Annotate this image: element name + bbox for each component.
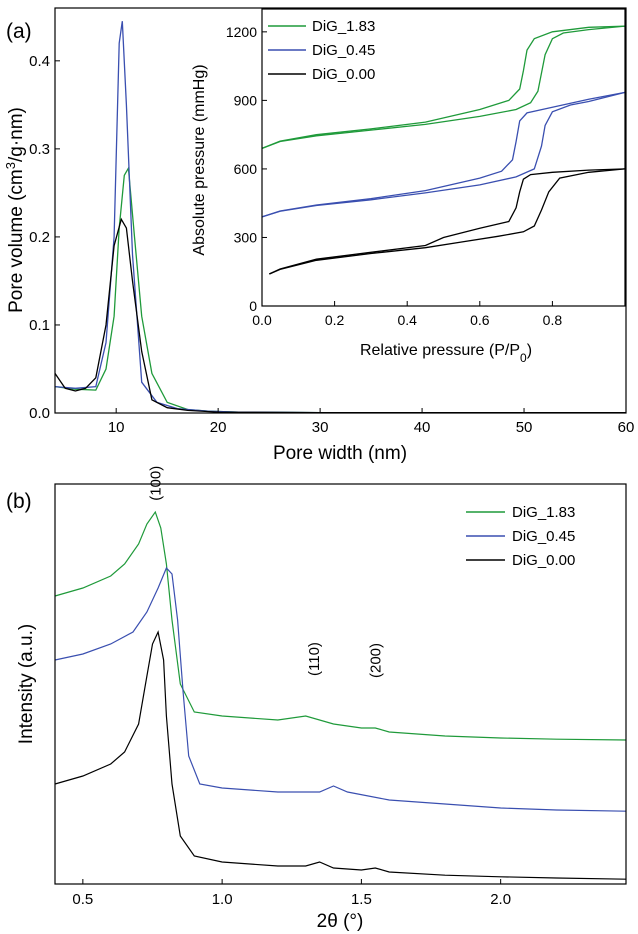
chart-a-inset-ytick-label-1: 300 [234,229,258,245]
chart-a-inset-ytick-label-4: 1200 [226,24,257,40]
chart-b-xtick-label-0: 0.5 [72,891,93,908]
chart-b-xlabel-degree: ° [349,911,357,932]
chart-b-line-1 [54,566,627,812]
chart-b-annotations: (100) (110) (200) [147,466,384,678]
chart-a-inset-xtick-label-0: 0.0 [252,312,272,328]
chart-a-main-xtick-label-0: 10 [108,419,125,436]
chart-b-series [54,510,627,880]
chart-b-line-2 [54,630,627,880]
chart-b-annotation-0: (100) [147,466,164,501]
chart-a-main-xtick-label-1: 20 [210,419,227,436]
chart-a-inset-xtick-label-3: 0.6 [470,312,490,328]
chart-a-inset-ytick-label-0: 0 [249,298,257,314]
chart-a-inset-xlabel-sub: 0 [520,351,527,365]
chart-a-inset-legend: DiG_1.83 DiG_0.45 DiG_0.00 [268,18,375,83]
chart-a-inset-xtick-label-4: 0.8 [543,312,563,328]
chart-a-inset-line-0-0 [261,25,626,150]
chart-a-main-ylabel: Pore volume (cm3/g·nm) [3,107,28,313]
chart-a-inset-ytick-label-2: 600 [234,161,258,177]
chart-a-main-ylabel-part1: Pore volume (cm [6,169,27,313]
chart-b-xlabel: 2θ (°) [317,911,364,932]
panel-label-b: (b) [6,490,32,513]
chart-b-xlabel-part1: 2θ ( [317,911,350,932]
chart-b-xtick-label-2: 1.5 [351,891,372,908]
chart-a-inset-xtick-label-1: 0.2 [325,312,345,328]
chart-a-main-xlabel: Pore width (nm) [273,443,407,464]
chart-a-main-ytick-label-1: 0.1 [29,317,50,334]
chart-a-inset-line-0-1 [261,25,626,150]
chart-a-inset-ticks: 0.0 0.2 0.4 0.6 0.8 0 300 600 900 1200 [226,24,562,328]
chart-a-inset-xtick-label-2: 0.4 [397,312,417,328]
chart-a-main-ytick-label-3: 0.3 [29,141,50,158]
chart-b-legend: DiG_1.83 DiG_0.45 DiG_0.00 [466,504,575,569]
chart-b: 0.5 1.0 1.5 2.0 DiG_1.83 DiG_0.45 DiG_0.00 (1… [16,466,627,932]
chart-a-inset-background [262,9,625,306]
chart-a-inset-legend-label-1: DiG_0.45 [312,42,375,59]
panel-label-a: (a) [6,20,32,43]
chart-b-xtick-label-3: 2.0 [490,891,511,908]
chart-a-main-ytick-label-2: 0.2 [29,229,50,246]
chart-a-main-xtick-label-4: 50 [516,419,533,436]
chart-a-inset-line-2-0 [269,168,626,275]
chart-a-main-xtick-label-2: 30 [312,419,329,436]
chart-b-line-0 [54,510,627,741]
chart-a-inset-line-1-1 [261,91,626,218]
chart-b-legend-label-2: DiG_0.00 [512,552,575,569]
chart-b-annotation-2: (200) [367,643,384,678]
chart-a-main-ytick-label-0: 0.0 [29,405,50,422]
chart-a-main: 10 20 30 40 50 600.00.10.20.30.4 Pore width (… [3,7,634,464]
chart-a-main-ytick-label-4: 0.4 [29,53,50,70]
chart-a-main-xtick-label-5: 60 [618,419,635,436]
chart-a-inset-line-2-1 [269,168,626,275]
chart-a-inset-legend-label-2: DiG_0.00 [312,66,375,83]
chart-a-main-frame [54,7,627,414]
chart-a-main-ticks: 10 20 30 40 50 60 0.0 0.1 0.2 0.3 0.4 [29,53,634,436]
chart-b-xlabel-part2: ) [357,911,363,932]
chart-b-ticks: 0.5 1.0 1.5 2.0 [72,879,511,908]
chart-a-inset-series [261,25,626,275]
chart-b-annotation-1: (110) [306,642,323,676]
chart-a-inset-legend-label-0: DiG_1.83 [312,18,375,35]
chart-a-main-ylabel-sup: 3 [3,162,18,169]
chart-a-main-xtick-label-3: 40 [414,419,431,436]
chart-a-inset-frame [261,8,626,307]
chart-a-inset-xlabel-part2: ) [527,342,532,359]
chart-a-main-ylabel-part2: /g·nm) [6,107,27,162]
chart-a-inset-xlabel-part1: Relative pressure (P/P [360,342,520,359]
chart-b-xtick-label-1: 1.0 [212,891,233,908]
chart-b-legend-label-0: DiG_1.83 [512,504,575,521]
chart-a-inset-xlabel: Relative pressure (P/P0) [360,342,532,365]
chart-b-frame [54,483,627,885]
chart-a-main-line-2 [54,217,626,414]
chart-b-ylabel: Intensity (a.u.) [16,624,37,744]
chart-a-inset-ytick-label-3: 900 [234,92,258,108]
chart-a-inset-ylabel: Absolute pressure (mmHg) [191,64,208,255]
chart-b-legend-label-1: DiG_0.45 [512,528,575,545]
